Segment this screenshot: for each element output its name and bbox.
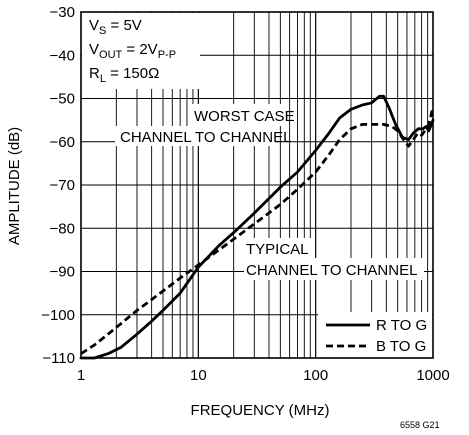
annotation-typical-line1: TYPICAL	[246, 241, 309, 258]
y-tick-label: −90	[50, 264, 75, 281]
x-tick-label: 100	[303, 367, 328, 384]
conditions-box	[82, 13, 200, 89]
plot-frame	[80, 11, 434, 359]
series-layer	[79, 94, 435, 360]
condition-supply-voltage: VS = 5V	[89, 17, 142, 37]
condition-output-voltage: VOUT = 2VP-P	[89, 41, 176, 61]
legend-box	[318, 312, 432, 358]
annotation-worst-case-line2: CHANNEL TO CHANNEL	[120, 129, 291, 146]
annotation-worst-case-bg-2	[115, 126, 275, 146]
annotation-worst-case-line1: WORST CASE	[194, 108, 295, 125]
y-tick-label: −40	[50, 47, 75, 64]
x-axis-title: FREQUENCY (MHz)	[191, 402, 330, 419]
y-tick-label: −30	[50, 4, 75, 21]
x-tick-label: 10	[190, 367, 207, 384]
x-tick-label: 1	[77, 367, 85, 384]
legend-label-1: R TO G	[376, 317, 427, 334]
series-line-1	[79, 94, 435, 360]
figure-id: 6558 G21	[400, 420, 440, 430]
legend: R TO G B TO G	[326, 317, 427, 355]
y-tick-label: −50	[50, 91, 75, 108]
annotation-typical-bg-2	[244, 258, 424, 280]
y-tick-label: −70	[50, 177, 75, 194]
x-tick-label: 1000	[416, 367, 449, 384]
series-line-2	[80, 106, 435, 355]
annotation-typical-line2: CHANNEL TO CHANNEL	[246, 262, 417, 279]
annotation-typical-bg	[244, 238, 314, 258]
y-tick-label: −60	[50, 134, 75, 151]
y-tick-label: −80	[50, 220, 75, 237]
y-axis-title: AMPLITUDE (dB)	[6, 127, 23, 245]
y-tick-label: −100	[41, 307, 75, 324]
legend-label-2: B TO G	[376, 338, 426, 355]
annotation-worst-case-bg	[190, 104, 286, 126]
y-tick-label: −110	[42, 350, 75, 367]
condition-load-resistance: RL = 150Ω	[89, 65, 159, 85]
